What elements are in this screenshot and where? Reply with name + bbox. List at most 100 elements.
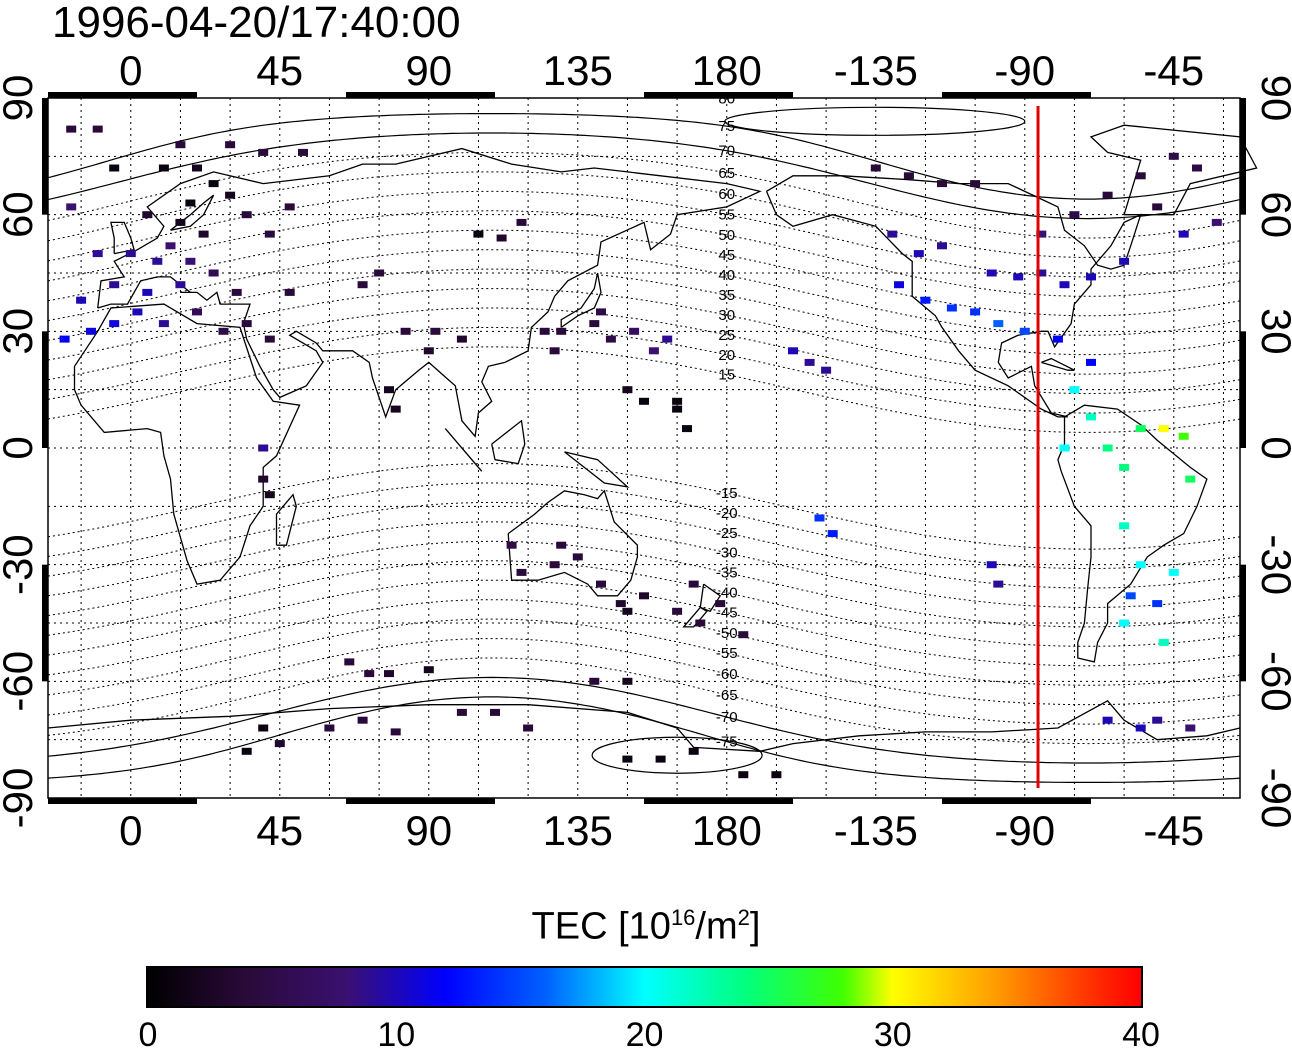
tec-point [1013,273,1024,281]
frame-bar [1240,98,1246,215]
tec-point [258,148,269,156]
coastline [444,428,483,472]
contour-label: 50 [718,227,735,244]
tec-point [523,724,534,732]
tec-point [1152,203,1163,211]
tec-point [1102,191,1113,199]
tec-point [225,141,236,149]
lon-tick-bottom: 135 [543,807,613,854]
tec-point [423,347,434,355]
mlat-contour [47,696,1241,783]
tec-point [1086,273,1096,281]
contour-label: 25 [718,327,735,344]
contour-label: 60 [718,186,735,203]
tec-point [993,580,1004,588]
lon-tick-top: 45 [256,47,303,94]
tec-point [66,125,77,133]
tec-point [903,172,914,180]
tec-point [1168,152,1179,160]
tec-point [225,191,236,199]
tec-point [1019,327,1030,335]
coastline [699,583,722,613]
lat-tick-left: -30 [0,534,41,595]
tec-point [400,327,411,335]
map-title: 1996-04-20/17:40:00 [52,0,461,47]
tec-point [152,257,163,265]
mlat-contour [47,132,1241,220]
frame-bar [644,92,793,98]
tec-point [192,308,202,316]
tec-point [298,148,308,156]
tec-point [1102,444,1113,452]
tec-point [284,203,295,211]
tec-point [1119,257,1130,265]
contour-label: -35 [716,565,738,582]
tec-point [1211,218,1222,226]
tec-point [821,366,832,374]
tec-point [605,335,616,343]
coastline [491,419,526,465]
tec-point [258,724,269,732]
tec-point [390,405,401,413]
tec-point [86,327,96,335]
tec-point [695,619,706,627]
coastline [97,147,762,438]
tec-point [913,250,924,258]
tec-point [937,180,947,188]
tec-point [109,281,120,289]
graticule [48,98,1240,798]
coastline [564,451,630,488]
lon-tick-top: 0 [119,47,142,94]
colorbar [146,966,1143,1008]
lat-tick-left: 30 [0,308,41,355]
tec-point [1059,444,1070,452]
coastline [1089,124,1258,216]
tec-point [1059,281,1070,289]
tec-point [622,677,633,685]
tec-point [1069,211,1080,219]
frame-bar [942,92,1091,98]
contour-label: 80 [718,90,735,107]
tec-point [672,397,683,405]
tec-point [1036,269,1047,277]
lon-tick-top: -90 [994,47,1055,94]
tec-point [688,580,699,588]
contour-label: -60 [716,666,738,683]
colorbar-tick-label: 10 [377,1016,416,1054]
coastlines [47,124,1258,752]
frame-bar [942,798,1091,804]
lat-tick-right: 0 [1253,436,1292,459]
tec-point [1086,358,1096,366]
tec-point [1158,425,1169,433]
tec-point [109,320,120,328]
lon-tick-top: -45 [1143,47,1204,94]
lat-tick-left: -90 [0,768,41,829]
tec-point [622,755,633,763]
tec-point [688,747,699,755]
tec-point [738,771,749,779]
lon-tick-top: 135 [543,47,613,94]
tec-point [92,250,103,258]
tec-point [615,600,626,608]
tec-point [715,600,726,608]
tec-point [125,250,136,258]
contour-labels: 80 75 70 65 60 55 50 45 40 35 30 25 20 15 -15 -20 -25 -30… [716,90,738,750]
tec-point [142,288,153,296]
magnetic-latitude-contours [47,106,1241,783]
tec-point [357,716,368,724]
tec-point [827,530,838,538]
tec-point [430,327,441,335]
tec-point [1135,425,1146,433]
frame-bar [42,331,48,448]
coastline [1057,404,1208,663]
tec-point [894,281,904,289]
tec-map: 80 75 70 65 60 55 50 45 40 35 30 25 20 15 -15 -20 -25 -30… [0,47,1292,854]
tec-point [1069,386,1080,394]
lon-tick-bottom: 90 [405,807,452,854]
tec-point [771,771,782,779]
tec-point [887,230,898,238]
lon-tick-bottom: -90 [994,807,1055,854]
lon-tick-top: 180 [692,47,762,94]
colorbar-tick-label: 30 [873,1016,912,1054]
tec-point [1158,638,1169,646]
